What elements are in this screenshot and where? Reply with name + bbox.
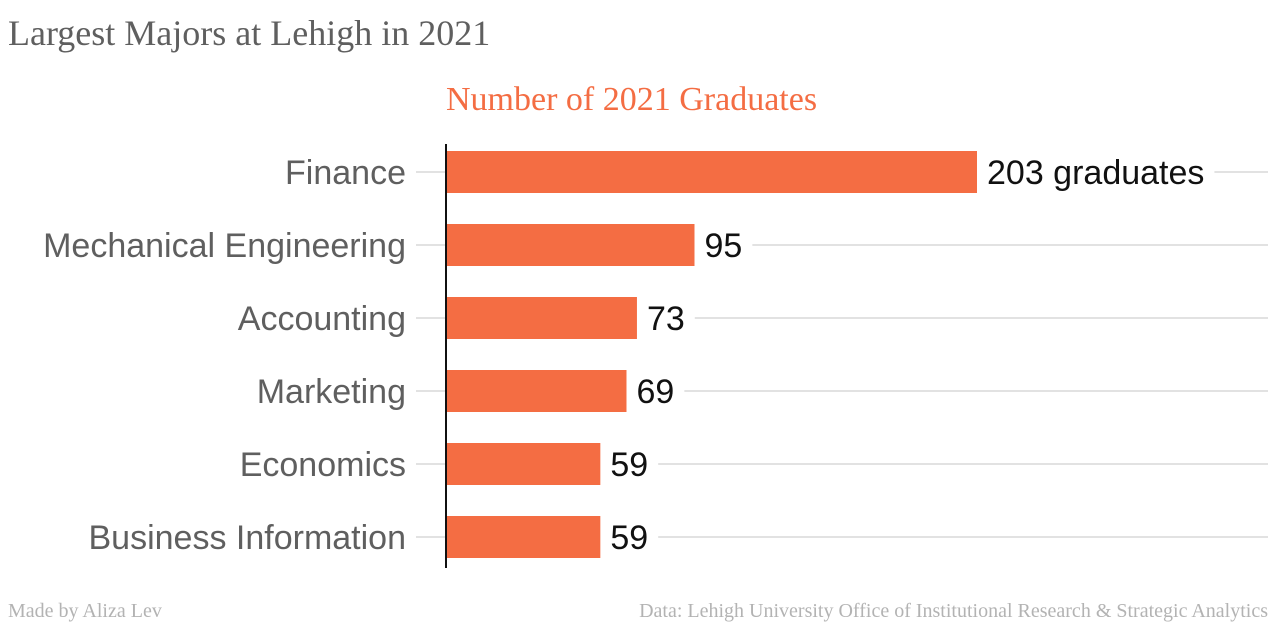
bar xyxy=(446,443,601,485)
bar xyxy=(446,297,637,339)
value-label: 59 xyxy=(610,446,648,484)
value-label: 95 xyxy=(704,227,742,265)
bar xyxy=(446,224,695,266)
value-label: 203 graduates xyxy=(987,154,1204,192)
chart-title: Largest Majors at Lehigh in 2021 xyxy=(8,13,491,53)
bar xyxy=(446,370,627,412)
source-text: Data: Lehigh University Office of Instit… xyxy=(639,600,1268,622)
chart-subtitle: Number of 2021 Graduates xyxy=(446,81,818,118)
value-label: 73 xyxy=(647,300,685,338)
credit-text: Made by Aliza Lev xyxy=(8,600,162,622)
category-label: Economics xyxy=(240,446,406,484)
category-label: Business Information xyxy=(89,519,407,557)
value-label: 59 xyxy=(610,519,648,557)
category-label: Marketing xyxy=(257,373,406,411)
category-label: Mechanical Engineering xyxy=(43,227,406,265)
bar xyxy=(446,151,977,193)
category-label: Finance xyxy=(285,154,406,192)
bar xyxy=(446,516,601,558)
category-label: Accounting xyxy=(238,300,406,338)
value-label: 69 xyxy=(636,373,674,411)
